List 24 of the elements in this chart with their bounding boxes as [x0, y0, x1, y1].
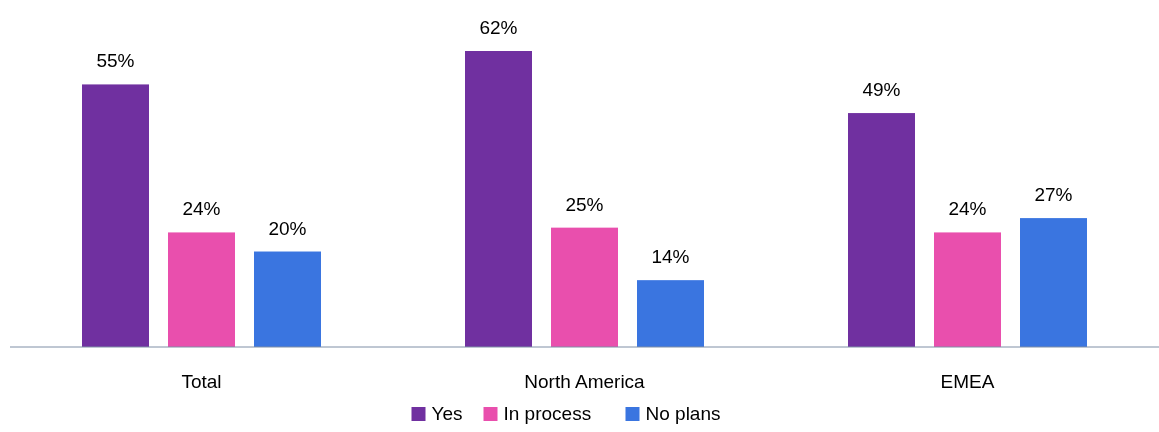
data-label: 14%	[651, 246, 690, 268]
bar	[551, 227, 618, 347]
bar	[1020, 218, 1087, 347]
bar	[82, 84, 149, 347]
data-label: 20%	[268, 217, 307, 239]
x-tick-label: EMEA	[940, 371, 995, 392]
legend-label: Yes	[431, 403, 463, 424]
legend-label: No plans	[645, 403, 721, 424]
bar	[168, 232, 235, 347]
bar	[637, 280, 704, 347]
bar	[465, 51, 532, 347]
data-label: 55%	[96, 50, 135, 72]
bar	[848, 113, 915, 347]
bar	[934, 232, 1001, 347]
data-label: 49%	[862, 79, 901, 101]
x-tick-label: Total	[181, 371, 222, 392]
data-label: 24%	[948, 198, 987, 220]
bar	[254, 251, 321, 347]
data-label: 27%	[1034, 184, 1073, 206]
data-label: 24%	[182, 198, 221, 220]
data-label: 25%	[565, 193, 604, 215]
legend-label: In process	[503, 403, 592, 424]
data-label: 62%	[479, 17, 518, 38]
x-tick-label: North America	[524, 371, 646, 392]
